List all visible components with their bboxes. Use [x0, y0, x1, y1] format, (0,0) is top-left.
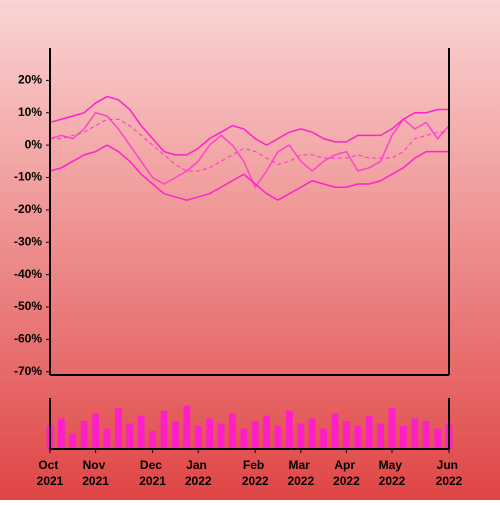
volume-bar: [263, 415, 271, 449]
x-tick-label: Apr 2022: [333, 458, 360, 488]
volume-bar: [320, 428, 328, 449]
volume-bar: [69, 433, 77, 449]
volume-bar: [183, 405, 191, 449]
volume-bar: [365, 415, 373, 449]
x-tick-label: Nov 2021: [82, 458, 109, 488]
volume-bar: [377, 423, 385, 449]
volume-bar: [434, 428, 442, 449]
volume-bar: [114, 408, 122, 449]
volume-bar: [126, 423, 134, 449]
y-tick-label: -60%: [14, 332, 42, 346]
series-line: [49, 144, 449, 202]
y-tick-label: 20%: [18, 73, 42, 87]
y-tick-label: 10%: [18, 105, 42, 119]
y-tick-label: -10%: [14, 170, 42, 184]
volume-bar: [194, 426, 202, 449]
volume-bar: [411, 418, 419, 449]
volume-bar: [274, 426, 282, 449]
y-tick-label: -70%: [14, 364, 42, 378]
volume-bar: [251, 420, 259, 449]
series-line: [49, 95, 449, 156]
volume-bar: [171, 420, 179, 449]
volume-bar: [57, 418, 65, 449]
volume-bar: [149, 431, 157, 449]
volume-bar: [160, 410, 168, 449]
series-line: [50, 118, 449, 172]
volume-bar: [399, 426, 407, 449]
volume-bar: [137, 415, 145, 449]
volume-bar: [240, 428, 248, 449]
volume-bar: [308, 418, 316, 449]
series-line: [49, 111, 450, 189]
volume-bar: [103, 428, 111, 449]
volume-bar: [92, 413, 100, 449]
x-tick-label: May 2022: [379, 458, 406, 488]
volume-bar: [388, 408, 396, 449]
x-tick-label: Mar 2022: [287, 458, 314, 488]
y-tick-label: -40%: [14, 267, 42, 281]
y-tick-label: -30%: [14, 234, 42, 248]
volume-bar: [206, 418, 214, 449]
volume-bar: [80, 420, 88, 449]
volume-bar: [217, 423, 225, 449]
volume-bar: [228, 413, 236, 449]
volume-bar: [342, 420, 350, 449]
volume-bar: [422, 420, 430, 449]
y-tick-label: 0%: [25, 137, 43, 151]
volume-bar: [354, 426, 362, 449]
x-tick-label: Oct 2021: [37, 458, 64, 488]
x-tick-label: Jan 2022: [185, 458, 212, 488]
x-tick-label: Feb 2022: [242, 458, 269, 488]
volume-bar: [297, 423, 305, 449]
y-tick-label: -50%: [14, 299, 42, 313]
y-tick-label: -20%: [14, 202, 42, 216]
volume-bar: [331, 413, 339, 449]
volume-bar: [285, 410, 293, 449]
x-tick-label: Dec 2021: [139, 458, 166, 488]
x-tick-label: Jun 2022: [436, 458, 463, 488]
